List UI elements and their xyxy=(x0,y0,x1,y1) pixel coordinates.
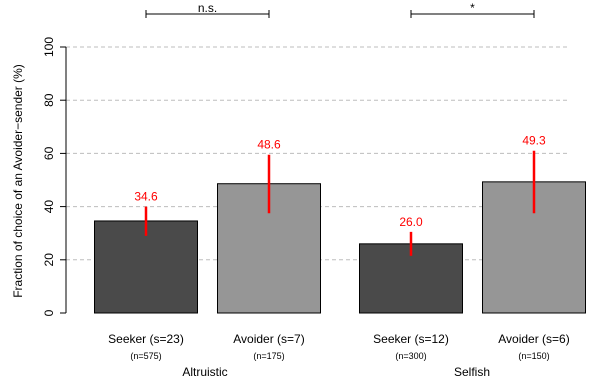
bars: 34.6 48.6 26.0 49.3 xyxy=(94,134,586,314)
category-labels: Seeker (s=23) (n=575) Avoider (s=7) (n=175)… xyxy=(108,332,570,379)
y-tick-label: 20 xyxy=(42,253,56,267)
x-tick-label: Avoider (s=7) xyxy=(233,332,304,346)
y-tick-label: 40 xyxy=(42,200,56,214)
y-axis: 0 20 40 60 80 100 xyxy=(42,37,67,316)
data-label: 34.6 xyxy=(134,190,158,204)
bar xyxy=(94,220,198,314)
group-label: Altruistic xyxy=(182,365,227,379)
sample-size-label: (n=150) xyxy=(518,351,549,361)
data-label: 48.6 xyxy=(257,138,281,152)
y-tick-label: 0 xyxy=(42,309,56,316)
data-label: 26.0 xyxy=(399,215,423,229)
significance-brackets: n.s. * xyxy=(145,1,535,18)
x-tick-label: Seeker (s=23) xyxy=(108,332,184,346)
y-tick-label: 100 xyxy=(42,37,56,57)
group-label: Selfish xyxy=(454,365,490,379)
data-label: 49.3 xyxy=(522,134,546,148)
sample-size-label: (n=575) xyxy=(130,351,161,361)
y-tick-label: 80 xyxy=(42,93,56,107)
y-tick-label: 60 xyxy=(42,146,56,160)
significance-label: * xyxy=(470,1,475,15)
x-tick-label: Avoider (s=6) xyxy=(498,332,569,346)
significance-label: n.s. xyxy=(198,1,217,15)
x-tick-label: Seeker (s=12) xyxy=(373,332,449,346)
y-axis-label: Fraction of choice of an Avoider−sender … xyxy=(11,64,25,298)
sample-size-label: (n=300) xyxy=(395,351,426,361)
sample-size-label: (n=175) xyxy=(253,351,284,361)
